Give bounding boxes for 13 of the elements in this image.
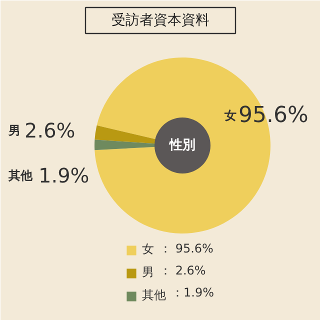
text: ：1.9% — [172, 286, 214, 300]
data-label: 1.9% — [38, 164, 90, 188]
chart-title: 受訪者資本資料 — [112, 12, 210, 28]
data-label: 2.6% — [24, 118, 76, 142]
legend-label: 男 — [142, 265, 154, 279]
legend-label: 其他 — [142, 287, 166, 304]
slice-label: 其他 — [8, 168, 34, 182]
slice-label: 女 — [224, 108, 236, 122]
text: ： 95.6% — [160, 242, 214, 256]
legend-label: 女 — [142, 242, 154, 256]
slice-label: 男 — [8, 124, 20, 138]
text: 性別 — [168, 138, 196, 153]
text: ： 2.6% — [160, 264, 206, 278]
